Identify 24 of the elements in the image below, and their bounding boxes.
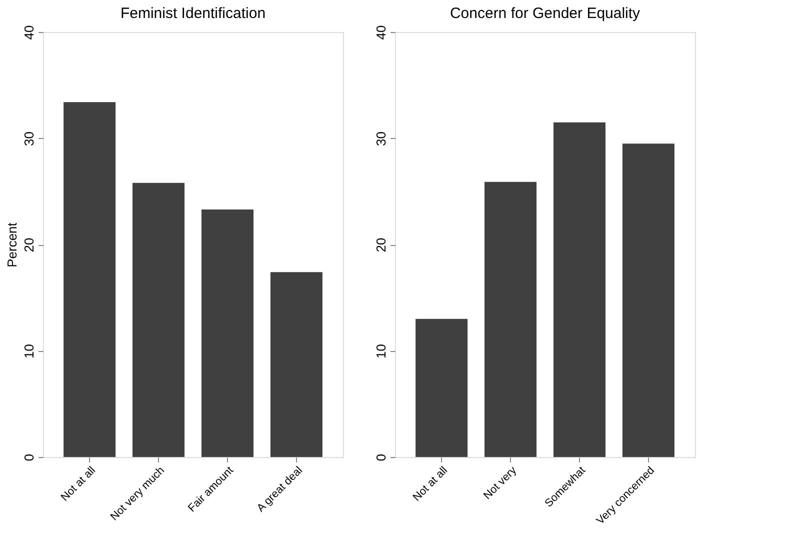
y-tick-label: 0 — [374, 454, 388, 462]
y-tick-label: 40 — [374, 25, 388, 40]
bar — [622, 144, 674, 457]
y-tick-label: 30 — [374, 132, 388, 146]
x-tick-label: Not very — [482, 464, 520, 502]
bar — [553, 122, 606, 457]
bar — [132, 182, 185, 457]
chart-title: Concern for Gender Equality — [450, 4, 641, 22]
y-tick-label: 30 — [22, 132, 36, 146]
y-tick-label: 10 — [374, 344, 388, 358]
bar — [484, 182, 537, 457]
bar — [64, 102, 116, 457]
y-axis-title: Percent — [4, 222, 20, 268]
x-tick-label: Not at all — [410, 464, 450, 504]
y-tick-label: 20 — [22, 238, 36, 252]
y-tick-label: 10 — [22, 344, 36, 358]
bar — [201, 209, 254, 457]
y-tick-label: 40 — [22, 25, 36, 40]
y-tick-label: 20 — [374, 238, 388, 252]
chart-title: Feminist Identification — [120, 4, 266, 22]
x-tick-label: Not at all — [58, 464, 98, 504]
bar — [270, 272, 322, 457]
y-tick-label: 0 — [22, 454, 36, 462]
bar — [416, 318, 468, 457]
